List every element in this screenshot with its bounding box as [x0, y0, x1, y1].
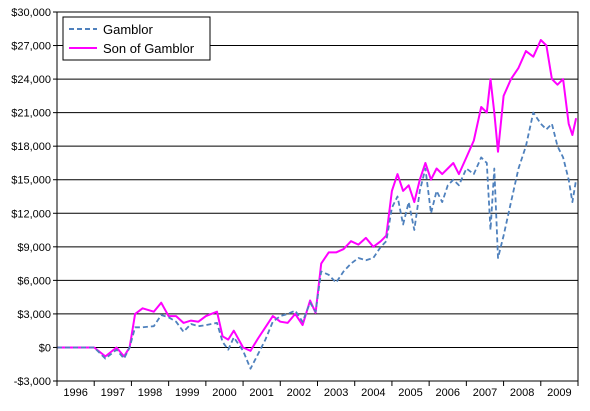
y-tick-label: $12,000: [11, 208, 51, 220]
x-tick-label: 2004: [361, 387, 385, 399]
y-tick-label: $3,000: [17, 309, 51, 321]
x-tick-label: 2007: [473, 387, 497, 399]
y-tick-label: $27,000: [11, 41, 51, 53]
series-line-son-of-gamblor: [57, 39, 578, 358]
y-tick-label: $18,000: [11, 141, 51, 153]
x-tick-label: 2003: [324, 387, 348, 399]
series-layer: [57, 39, 578, 370]
legend-label-son-of-gamblor: Son of Gamblor: [103, 41, 195, 56]
y-tick-label: -$3,000: [14, 376, 51, 388]
x-tick-label: 1998: [138, 387, 162, 399]
y-tick-label: $9,000: [17, 242, 51, 254]
legend-label-gamblor: Gamblor: [103, 22, 154, 37]
x-tick-label: 2006: [436, 387, 460, 399]
y-tick-label: $15,000: [11, 175, 51, 187]
plot-background: [57, 12, 578, 381]
x-tick-label: 2001: [249, 387, 273, 399]
series-line-gamblor: [57, 111, 577, 370]
x-tick-label: 1999: [175, 387, 199, 399]
x-tick-label: 2009: [547, 387, 571, 399]
x-tick-label: 2002: [287, 387, 311, 399]
y-tick-label: $0: [39, 342, 51, 354]
y-tick-label: $24,000: [11, 74, 51, 86]
x-axis: 1996 1997 1998 1999 2000 2001 2002 2003 2004 2005…: [56, 381, 579, 399]
x-tick-label: 2000: [212, 387, 236, 399]
y-tick-label: $21,000: [11, 108, 51, 120]
x-tick-label: 1996: [63, 387, 87, 399]
x-tick-label: 2005: [398, 387, 422, 399]
legend: Gamblor Son of Gamblor: [62, 16, 211, 61]
y-tick-label: $6,000: [17, 275, 51, 287]
y-tick-label: $30,000: [11, 7, 51, 19]
legend-box: [62, 16, 211, 61]
x-tick-label: 1997: [101, 387, 125, 399]
x-tick-label: 2008: [510, 387, 534, 399]
y-axis: -$3,000 $0 $3,000 $6,000 $9,000 $12,000 $15,00…: [11, 7, 57, 388]
